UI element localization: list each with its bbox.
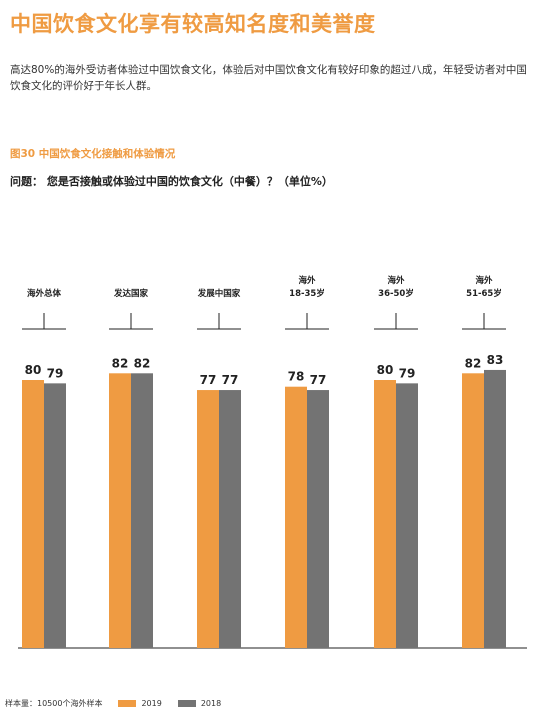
data-label-2019: 80 (377, 363, 394, 377)
legend-swatch-2018 (177, 699, 196, 707)
data-label-2018: 77 (222, 373, 239, 387)
bar-2018 (219, 390, 241, 648)
bar-2019 (285, 386, 307, 648)
legend-label-2019: 2019 (141, 698, 162, 708)
data-label-2018: 77 (310, 373, 327, 387)
data-label-2018: 79 (47, 366, 64, 380)
category-label: 海外 (387, 275, 405, 286)
category-label: 发达国家 (113, 288, 149, 299)
category-label: 海外 (475, 275, 493, 286)
category-label: 海外总体 (27, 288, 62, 299)
bar-2019 (374, 380, 396, 648)
category-label: 海外 (298, 275, 316, 286)
sample-size-note: 样本量：10500个海外样本 (5, 698, 103, 708)
summary-text: 高达80%的海外受访者体验过中国饮食文化，体验后对中国饮食文化有较好印象的超过八… (10, 64, 527, 92)
bar-2018 (44, 383, 66, 648)
data-label-2019: 82 (465, 356, 482, 370)
data-label-2019: 82 (112, 356, 129, 370)
legend-item-2018: 2018 (177, 698, 222, 708)
data-label-2019: 80 (25, 363, 42, 377)
figure-title: 图30 中国饮食文化接触和体验情况 (10, 148, 176, 160)
bar-2019 (462, 373, 484, 648)
data-label-2018: 83 (487, 353, 504, 367)
chart-footer: 样本量：10500个海外样本 2019 2018 (5, 696, 221, 710)
data-label-2019: 78 (288, 370, 305, 384)
data-label-2019: 77 (200, 373, 217, 387)
bar-2019 (22, 380, 44, 648)
category-label: 51-65岁 (466, 288, 502, 299)
bar-2018 (396, 383, 418, 648)
bar-2019 (109, 373, 131, 648)
category-label: 18-35岁 (289, 288, 325, 299)
bar-2018 (307, 390, 329, 648)
bar-2019 (197, 390, 219, 648)
survey-question: 问题： 您是否接触或体验过中国的饮食文化（中餐）？（单位%） (10, 175, 333, 188)
page-title: 中国饮食文化享有较高知名度和美誉度 (10, 12, 376, 36)
bar-2018 (484, 369, 506, 648)
category-label: 发展中国家 (197, 288, 241, 299)
bar-2018 (131, 373, 153, 648)
legend-swatch-2019 (118, 699, 137, 707)
legend-item-2019: 2019 (118, 698, 162, 708)
data-label-2018: 82 (134, 356, 151, 370)
data-label-2018: 79 (399, 366, 416, 380)
legend-label-2018: 2018 (200, 698, 222, 708)
category-label: 36-50岁 (378, 288, 414, 299)
